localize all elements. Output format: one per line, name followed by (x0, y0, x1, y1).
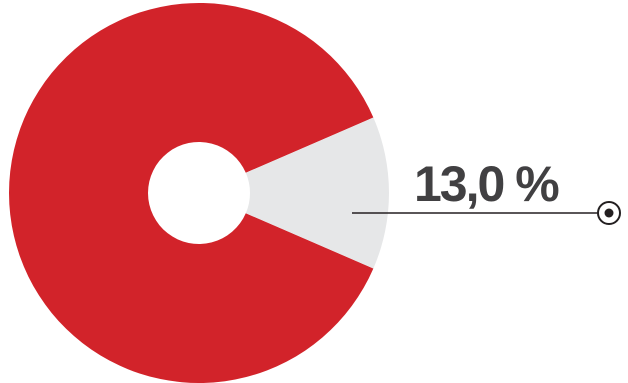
donut-slice-highlighted (245, 117, 390, 269)
callout-marker-dot (604, 208, 614, 218)
donut-slice-main (9, 3, 374, 383)
donut-slices (9, 3, 390, 383)
slice-value-label: 13,0 % (414, 156, 559, 212)
annotation: 13,0 % (352, 156, 621, 225)
